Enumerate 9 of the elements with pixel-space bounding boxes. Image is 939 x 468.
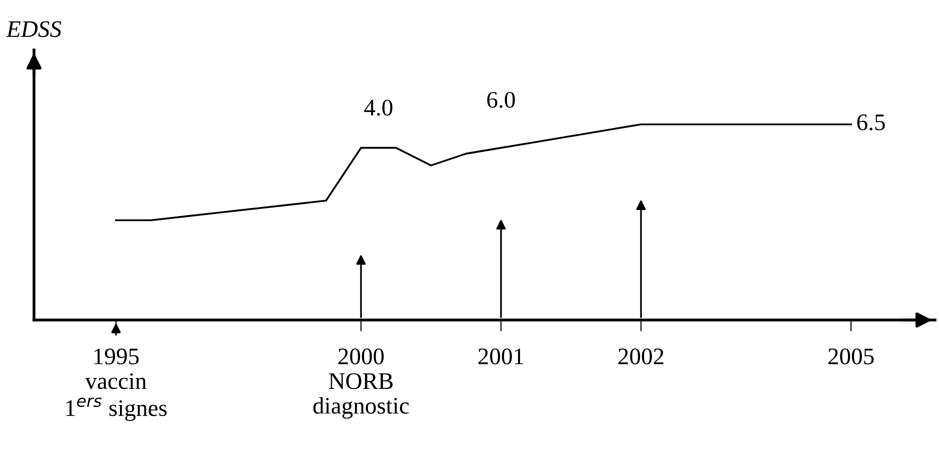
text: 4.0 [364, 100, 392, 116]
annotation: 6.5 [857, 114, 885, 130]
x-tick-label: 1995 vaccin 1$^{ers}$ signes [66, 348, 167, 421]
x-tick-label: 2001 [478, 348, 524, 364]
x-tick-label: 2005 [828, 348, 874, 364]
text: 6.0 [487, 92, 515, 108]
x-tick-label: 2000 NORB diagnostic [313, 348, 409, 419]
y-axis-title: EDSS [6, 21, 62, 38]
x-tick-label: 2002 [618, 348, 664, 364]
